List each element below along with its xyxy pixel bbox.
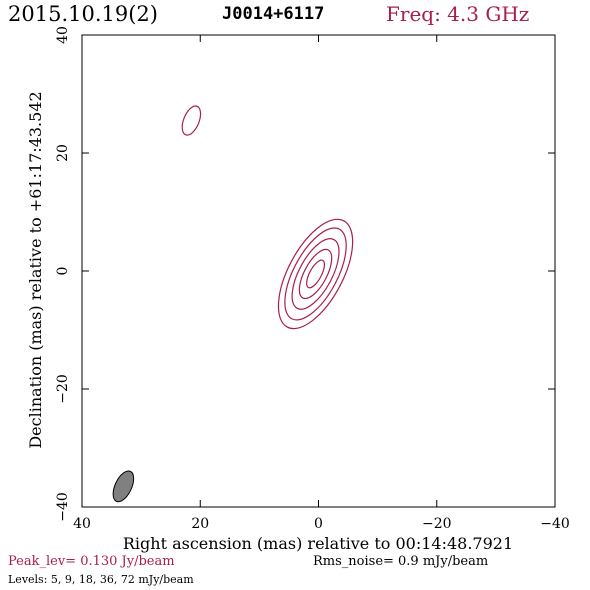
core-contour	[306, 259, 326, 289]
x-tick-label: 0	[314, 516, 323, 532]
core-contour	[284, 227, 347, 321]
x-tick-label: −40	[540, 516, 570, 532]
contour-levels: Levels: 5, 9, 18, 36, 72 mJy/beam	[8, 573, 194, 586]
core-contour	[291, 238, 340, 310]
source-name: J0014+6117	[222, 4, 325, 24]
y-axis-label: Declination (mas) relative to +61:17:43.…	[26, 91, 45, 448]
beam-ellipse	[112, 470, 135, 503]
x-tick-label: 20	[191, 516, 209, 532]
y-tick-label: 0	[55, 267, 71, 276]
contour-map	[112, 105, 354, 503]
y-tick-label: 20	[55, 144, 71, 162]
y-tick-label: −40	[55, 492, 71, 522]
y-tick-label: −20	[55, 374, 71, 404]
plot-border	[81, 34, 556, 508]
x-tick-label: 40	[73, 516, 91, 532]
core-contour	[298, 248, 333, 300]
core-contour	[277, 218, 354, 330]
knot-contour	[181, 105, 202, 136]
axis-ticks	[81, 34, 556, 508]
x-tick-label: −20	[422, 516, 452, 532]
peak-level: Peak_lev= 0.130 Jy/beam	[8, 554, 175, 569]
x-axis-label: Right ascension (mas) relative to 00:14:…	[123, 534, 513, 553]
plot-frame	[81, 34, 556, 508]
observation-date: 2015.10.19(2)	[8, 2, 158, 26]
frequency-label: Freq: 4.3 GHz	[386, 2, 530, 26]
rms-noise: Rms_noise= 0.9 mJy/beam	[313, 554, 489, 569]
tick-labels: 40 20 0 −20 −40 −40 −20 0 20 40	[55, 26, 570, 532]
y-tick-label: 40	[55, 26, 71, 44]
